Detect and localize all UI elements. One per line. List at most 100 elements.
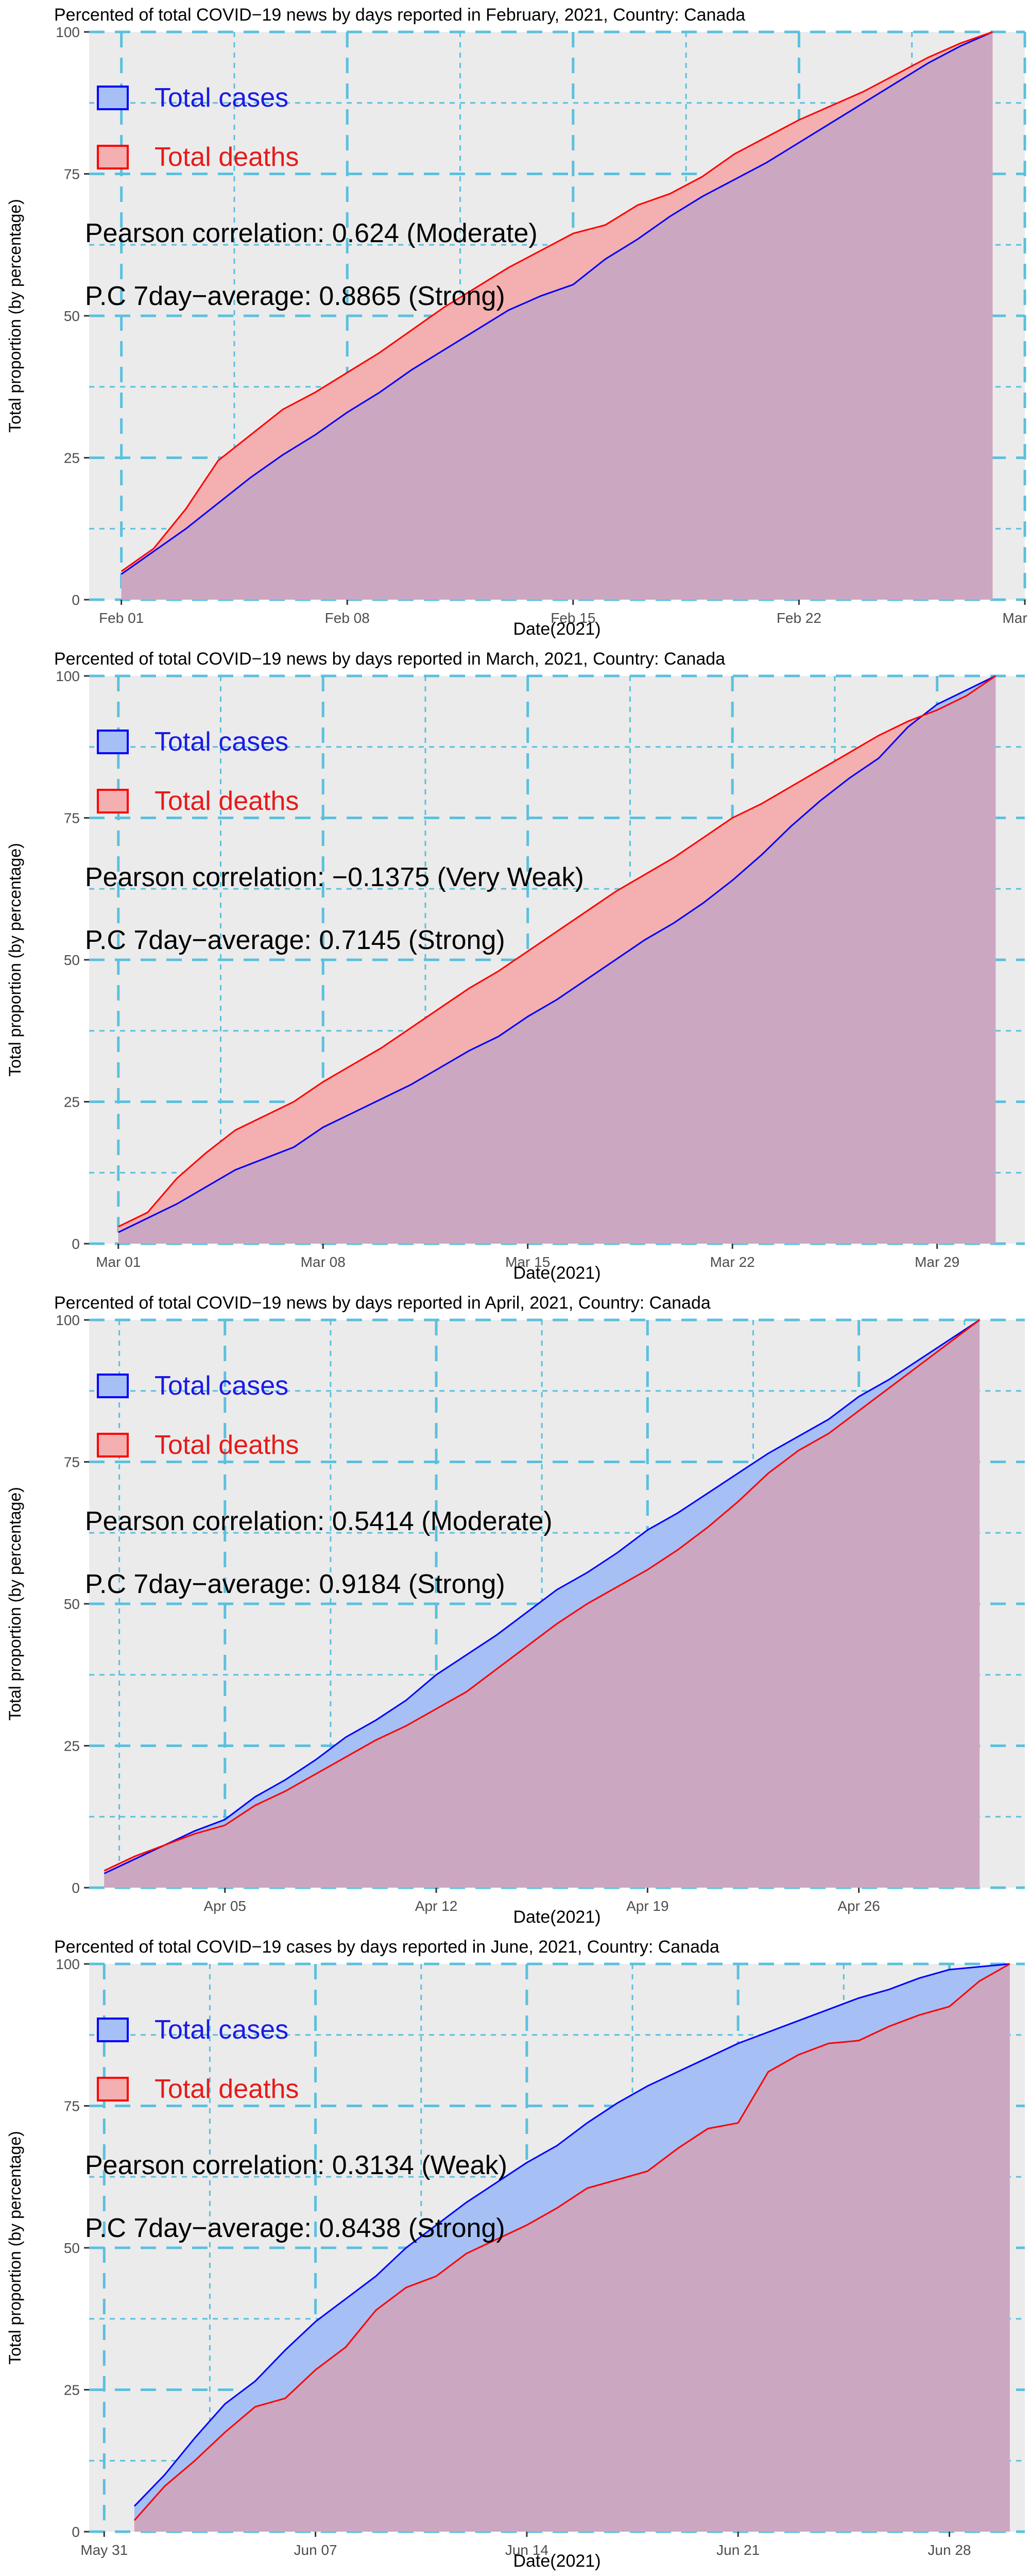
y-tick-label: 0 bbox=[72, 1236, 80, 1252]
x-tick-label: Jun 14 bbox=[505, 2542, 548, 2558]
legend-swatch-cases bbox=[97, 1374, 129, 1398]
y-tick-label: 75 bbox=[64, 2098, 80, 2114]
legend-label-deaths: Total deaths bbox=[154, 2074, 299, 2104]
overlap-area bbox=[134, 1964, 1010, 2532]
legend-swatch-deaths bbox=[97, 1433, 129, 1458]
x-tick-label: Apr 19 bbox=[626, 1898, 669, 1914]
y-tick-label: 75 bbox=[64, 166, 80, 182]
pc-7day-average-text: P.C 7day−average: 0.9184 (Strong) bbox=[85, 1569, 505, 1599]
y-tick-label: 50 bbox=[64, 308, 80, 324]
x-tick-label: Feb 01 bbox=[99, 610, 144, 626]
chart-panel-february: Percented of total COVID−19 news by days… bbox=[0, 0, 1030, 644]
legend: Total cases Total deaths bbox=[97, 2015, 299, 2104]
chart-panel-march: Percented of total COVID−19 news by days… bbox=[0, 644, 1030, 1288]
x-tick-label: Apr 12 bbox=[415, 1898, 458, 1914]
chart-june: Percented of total COVID−19 cases by day… bbox=[6, 1937, 1025, 2571]
overlap-area bbox=[121, 32, 993, 600]
chart-title: Percented of total COVID−19 news by days… bbox=[54, 649, 725, 669]
legend-swatch-deaths bbox=[97, 789, 129, 814]
legend-label-cases: Total cases bbox=[154, 2015, 288, 2045]
legend-swatch-deaths bbox=[97, 145, 129, 170]
legend-swatch-deaths bbox=[97, 2077, 129, 2102]
y-tick-label: 25 bbox=[64, 2382, 80, 2398]
chart-panel-april: Percented of total COVID−19 news by days… bbox=[0, 1288, 1030, 1932]
pc-7day-average-text: P.C 7day−average: 0.8865 (Strong) bbox=[85, 281, 505, 311]
x-tick-label: Feb 08 bbox=[325, 610, 370, 626]
x-axis-title: Date(2021) bbox=[513, 1907, 600, 1927]
pc-7day-average-text: P.C 7day−average: 0.7145 (Strong) bbox=[85, 925, 505, 955]
pearson-correlation-text: Pearson correlation: −0.1375 (Very Weak) bbox=[85, 862, 584, 892]
legend-swatch-cases bbox=[97, 86, 129, 110]
y-tick-label: 0 bbox=[72, 592, 80, 608]
legend-swatch-cases bbox=[97, 730, 129, 754]
x-tick-label: Mar 15 bbox=[505, 1254, 550, 1270]
x-tick-label: Mar 22 bbox=[710, 1254, 755, 1270]
x-tick-label: May 31 bbox=[80, 2542, 128, 2558]
chart-title: Percented of total COVID−19 cases by day… bbox=[54, 1937, 719, 1957]
overlap-area bbox=[118, 676, 996, 1244]
pc-7day-average-text: P.C 7day−average: 0.8438 (Strong) bbox=[85, 2213, 505, 2243]
y-axis-title: Total proportion (by percentage) bbox=[6, 1487, 24, 1721]
legend: Total cases Total deaths bbox=[97, 1371, 299, 1460]
y-tick-label: 75 bbox=[64, 1454, 80, 1470]
x-axis-title: Date(2021) bbox=[513, 1263, 600, 1283]
chart-march: Percented of total COVID−19 news by days… bbox=[6, 649, 1025, 1283]
y-tick-label: 25 bbox=[64, 1738, 80, 1754]
y-tick-label: 0 bbox=[72, 1880, 80, 1896]
chart-april: Percented of total COVID−19 news by days… bbox=[6, 1293, 1025, 1927]
y-axis-title: Total proportion (by percentage) bbox=[6, 843, 24, 1077]
x-axis-title: Date(2021) bbox=[513, 2551, 600, 2571]
x-tick-label: Apr 26 bbox=[837, 1898, 880, 1914]
y-tick-label: 100 bbox=[56, 1312, 80, 1328]
cases-line bbox=[118, 675, 996, 1233]
x-tick-label: Jun 21 bbox=[716, 2542, 760, 2558]
chart-title: Percented of total COVID−19 news by days… bbox=[54, 1293, 711, 1313]
x-tick-label: Mar 01 bbox=[96, 1254, 141, 1270]
y-tick-label: 100 bbox=[56, 24, 80, 40]
chart-title: Percented of total COVID−19 news by days… bbox=[54, 5, 745, 25]
legend-label-cases: Total cases bbox=[154, 83, 288, 113]
pearson-correlation-text: Pearson correlation: 0.5414 (Moderate) bbox=[85, 1506, 553, 1536]
pearson-correlation-text: Pearson correlation: 0.3134 (Weak) bbox=[85, 2150, 507, 2180]
y-tick-label: 50 bbox=[64, 1596, 80, 1612]
chart-panel-june: Percented of total COVID−19 cases by day… bbox=[0, 1932, 1030, 2576]
legend-label-cases: Total cases bbox=[154, 1371, 288, 1401]
pearson-correlation-text: Pearson correlation: 0.624 (Moderate) bbox=[85, 218, 538, 248]
y-tick-label: 50 bbox=[64, 952, 80, 968]
y-axis-title: Total proportion (by percentage) bbox=[6, 199, 24, 433]
x-tick-label: Feb 22 bbox=[777, 610, 821, 626]
x-tick-label: Mar 29 bbox=[915, 1254, 959, 1270]
x-tick-label: Mar 08 bbox=[301, 1254, 346, 1270]
y-tick-label: 100 bbox=[56, 668, 80, 684]
y-tick-label: 25 bbox=[64, 450, 80, 466]
legend-swatch-cases bbox=[97, 2018, 129, 2042]
y-tick-label: 50 bbox=[64, 2240, 80, 2256]
y-tick-label: 75 bbox=[64, 810, 80, 826]
y-tick-label: 0 bbox=[72, 2524, 80, 2540]
legend-label-deaths: Total deaths bbox=[154, 142, 299, 172]
legend-label-deaths: Total deaths bbox=[154, 786, 299, 816]
y-tick-label: 100 bbox=[56, 1956, 80, 1972]
y-tick-label: 25 bbox=[64, 1094, 80, 1110]
deaths-line bbox=[118, 675, 997, 1228]
deaths-line bbox=[104, 1319, 980, 1872]
legend-label-deaths: Total deaths bbox=[154, 1430, 299, 1460]
legend: Total cases Total deaths bbox=[97, 83, 299, 172]
x-tick-label: Apr 05 bbox=[204, 1898, 247, 1914]
x-tick-label: Jun 07 bbox=[294, 2542, 337, 2558]
cases-line bbox=[121, 31, 993, 575]
legend-label-cases: Total cases bbox=[154, 727, 288, 757]
x-tick-label: Mar 01 bbox=[1002, 610, 1030, 626]
chart-february: Percented of total COVID−19 news by days… bbox=[6, 5, 1030, 639]
x-tick-label: Feb 15 bbox=[551, 610, 595, 626]
overlap-area bbox=[104, 1320, 980, 1888]
x-tick-label: Jun 28 bbox=[928, 2542, 971, 2558]
cases-line bbox=[104, 1319, 980, 1874]
deaths-line bbox=[121, 31, 993, 572]
cases-line bbox=[133, 1963, 1010, 2507]
deaths-line bbox=[133, 1963, 1010, 2521]
legend: Total cases Total deaths bbox=[97, 727, 299, 816]
y-axis-title: Total proportion (by percentage) bbox=[6, 2131, 24, 2365]
x-axis-title: Date(2021) bbox=[513, 619, 600, 639]
